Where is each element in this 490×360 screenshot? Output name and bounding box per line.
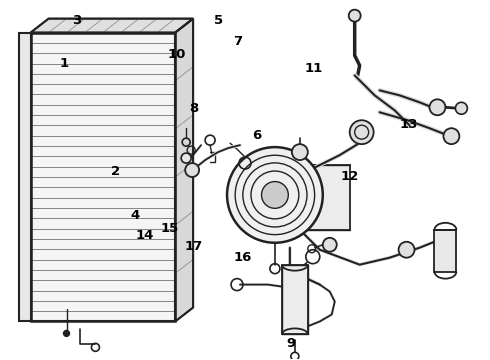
Circle shape — [185, 163, 199, 177]
Text: 3: 3 — [72, 14, 81, 27]
Polygon shape — [30, 19, 193, 32]
Text: 11: 11 — [304, 62, 322, 75]
Circle shape — [227, 147, 323, 243]
Text: 2: 2 — [111, 165, 120, 177]
Text: 8: 8 — [189, 102, 198, 115]
Circle shape — [455, 102, 467, 114]
Text: 16: 16 — [233, 251, 252, 264]
Circle shape — [398, 242, 415, 258]
Text: 15: 15 — [160, 222, 178, 235]
Text: 9: 9 — [287, 337, 296, 350]
Circle shape — [350, 120, 374, 144]
Text: 6: 6 — [252, 129, 262, 142]
Text: 17: 17 — [185, 240, 203, 253]
Circle shape — [429, 99, 445, 115]
Text: 14: 14 — [136, 229, 154, 242]
Text: 13: 13 — [399, 118, 418, 131]
Text: 10: 10 — [168, 48, 186, 61]
Polygon shape — [19, 32, 30, 321]
Text: 4: 4 — [130, 210, 140, 222]
Circle shape — [443, 128, 460, 144]
Polygon shape — [30, 32, 175, 321]
Text: 1: 1 — [60, 57, 69, 70]
Circle shape — [181, 153, 191, 163]
Circle shape — [64, 330, 70, 336]
Circle shape — [323, 238, 337, 252]
Circle shape — [262, 181, 288, 208]
Text: 7: 7 — [233, 35, 242, 49]
Bar — [282, 265, 308, 334]
Polygon shape — [175, 19, 193, 321]
Circle shape — [349, 10, 361, 22]
Polygon shape — [285, 165, 350, 230]
Bar — [435, 230, 456, 272]
Text: 12: 12 — [341, 170, 359, 183]
Text: 5: 5 — [214, 14, 222, 27]
Circle shape — [292, 144, 308, 160]
